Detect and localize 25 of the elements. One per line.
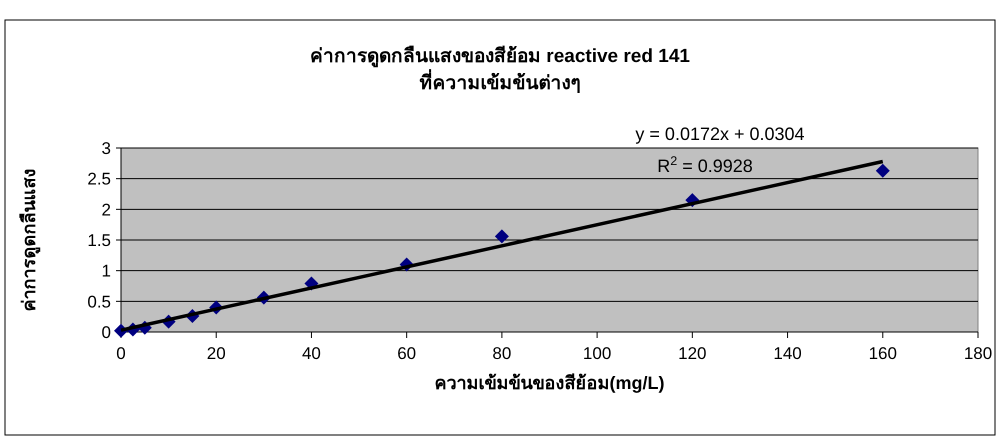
x-tick-label: 180 xyxy=(964,344,992,363)
y-tick-label: 2 xyxy=(102,200,111,220)
text: y = 0.0172x + 0.0304 xyxy=(635,124,805,144)
x-tick-label: 120 xyxy=(678,344,707,363)
x-tick-label: 20 xyxy=(206,344,226,363)
annotation: R$^{2}$ = 0.9928 xyxy=(657,154,753,176)
point xyxy=(876,164,890,178)
y-tick-label: 1.5 xyxy=(87,231,111,250)
y-tick-label: 2.5 xyxy=(87,170,111,189)
y-axis-title: ค่าการดูดกลืนแสง xyxy=(19,168,41,312)
x-tick-label: 0 xyxy=(116,344,126,363)
x-tick-label: 140 xyxy=(773,344,802,363)
y-tick-label: 0.5 xyxy=(87,292,111,312)
x-tick-label: 60 xyxy=(397,344,416,363)
x-tick-label: 160 xyxy=(868,344,897,363)
x-tick-label: 100 xyxy=(582,344,612,363)
x-tick-label: 80 xyxy=(492,344,512,363)
y-tick-label: 3 xyxy=(102,139,111,158)
x-tick-label: 40 xyxy=(302,344,321,363)
chart-title: ค่าการดูดกลืนแสงของสีย้อม reactive red 141 xyxy=(310,45,690,68)
y-tick-label: 1 xyxy=(102,262,111,281)
chart-subtitle: ที่ความเข้มข้นต่างๆ xyxy=(420,69,580,94)
point xyxy=(494,229,509,244)
y-tick-label: 0 xyxy=(102,323,111,342)
x-axis-title: ความเข้มข้นของสีย้อม(mg/L) xyxy=(434,373,664,393)
